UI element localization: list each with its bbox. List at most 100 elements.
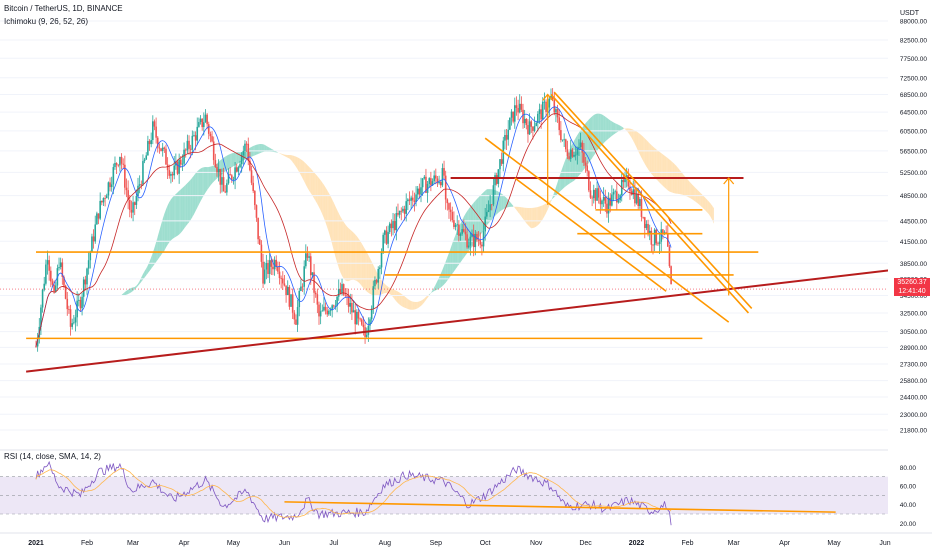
cloud-segment	[577, 132, 579, 178]
cloud-segment	[439, 273, 441, 289]
candle-body	[36, 337, 39, 347]
last-price-tag: 35260.37	[894, 278, 930, 287]
cloud-segment	[705, 198, 708, 213]
cloud-segment	[264, 144, 267, 152]
cloud-segment	[412, 301, 415, 310]
candle-body	[520, 103, 523, 110]
candle-body	[589, 190, 592, 198]
cloud-segment	[407, 298, 410, 310]
candle-body	[81, 296, 83, 309]
cloud-segment	[633, 129, 635, 145]
cloud-segment	[508, 199, 510, 208]
cloud-segment	[386, 285, 389, 294]
cloud-segment	[554, 187, 556, 198]
cloud-segment	[631, 129, 634, 141]
cloud-segment	[258, 143, 260, 154]
candle-body	[263, 269, 266, 284]
cloud-segment	[210, 166, 213, 186]
cloud-segment	[350, 229, 352, 281]
cloud-segment	[406, 297, 408, 309]
rsi-pane	[0, 449, 888, 526]
cloud-segment	[685, 177, 688, 197]
cloud-segment	[523, 207, 525, 222]
candle-body	[214, 160, 217, 167]
arrow-head	[542, 93, 554, 101]
candle-body	[96, 213, 98, 225]
cloud-segment	[694, 186, 696, 202]
candle-body	[581, 142, 584, 153]
cloud-segment	[244, 150, 247, 160]
candle-body	[369, 319, 371, 326]
candle-body	[145, 155, 148, 160]
candle-body	[578, 147, 580, 149]
cloud-segment	[679, 169, 681, 195]
cloud-segment	[124, 290, 127, 296]
cloud-segment	[615, 123, 617, 134]
cloud-segment	[611, 121, 614, 136]
price-tick-label: 24400.00	[900, 394, 927, 401]
candle-body	[415, 194, 417, 202]
cloud-segment	[606, 117, 609, 141]
cloud-segment	[435, 280, 438, 291]
cloud-segment	[534, 207, 537, 228]
candle-body	[527, 125, 529, 135]
candle-body	[296, 307, 299, 325]
candle-body	[94, 224, 97, 242]
cloud-segment	[370, 258, 372, 295]
candle-body	[525, 118, 528, 126]
candle-body	[453, 220, 455, 227]
candle-body	[471, 233, 473, 237]
candle-body	[494, 175, 496, 186]
candle-body	[290, 294, 292, 307]
candle-body	[305, 253, 307, 267]
candle-body	[219, 168, 222, 185]
cloud-segment	[636, 131, 639, 152]
cloud-segment	[348, 228, 351, 282]
cloud-segment	[478, 195, 481, 238]
candle-body	[357, 311, 360, 319]
candle-body	[354, 310, 356, 325]
cloud-segment	[574, 137, 576, 181]
candle-body	[155, 126, 157, 138]
candle-body	[199, 118, 202, 123]
cloud-segment	[453, 234, 456, 272]
cloud-segment	[226, 154, 229, 171]
cloud-segment	[184, 184, 186, 229]
cloud-segment	[342, 219, 344, 279]
cloud-segment	[455, 230, 458, 270]
cloud-segment	[396, 290, 398, 304]
candle-body	[430, 178, 432, 186]
cloud-segment	[646, 140, 649, 170]
candle-body	[461, 229, 463, 234]
candle-body	[137, 185, 139, 197]
candle-body	[637, 193, 639, 206]
candle-body	[68, 309, 70, 310]
candle-body	[523, 118, 526, 124]
candle-body	[425, 176, 427, 193]
cloud-segment	[625, 128, 627, 131]
candle-body	[51, 281, 54, 285]
cloud-segment	[212, 165, 214, 184]
cloud-segment	[200, 167, 203, 202]
cloud-segment	[608, 119, 611, 139]
candle-body	[188, 140, 190, 149]
cloud-segment	[187, 181, 190, 225]
cloud-segment	[197, 169, 199, 208]
cloud-segment	[690, 183, 693, 200]
candle-body	[102, 198, 105, 203]
candle-body	[474, 233, 477, 248]
candle-body	[411, 197, 414, 201]
cloud-segment	[300, 159, 303, 179]
candle-body	[379, 267, 381, 270]
countdown-tag: 12:41:40	[894, 287, 930, 296]
cloud-segment	[488, 189, 491, 224]
cloud-segment	[208, 166, 211, 188]
candle-body	[624, 177, 626, 183]
ichimoku-lines	[35, 106, 672, 347]
candle-body	[349, 302, 352, 307]
candle-body	[388, 223, 391, 233]
candle-body	[331, 305, 333, 311]
cloud-segment	[654, 148, 657, 180]
candle-body	[604, 197, 607, 204]
